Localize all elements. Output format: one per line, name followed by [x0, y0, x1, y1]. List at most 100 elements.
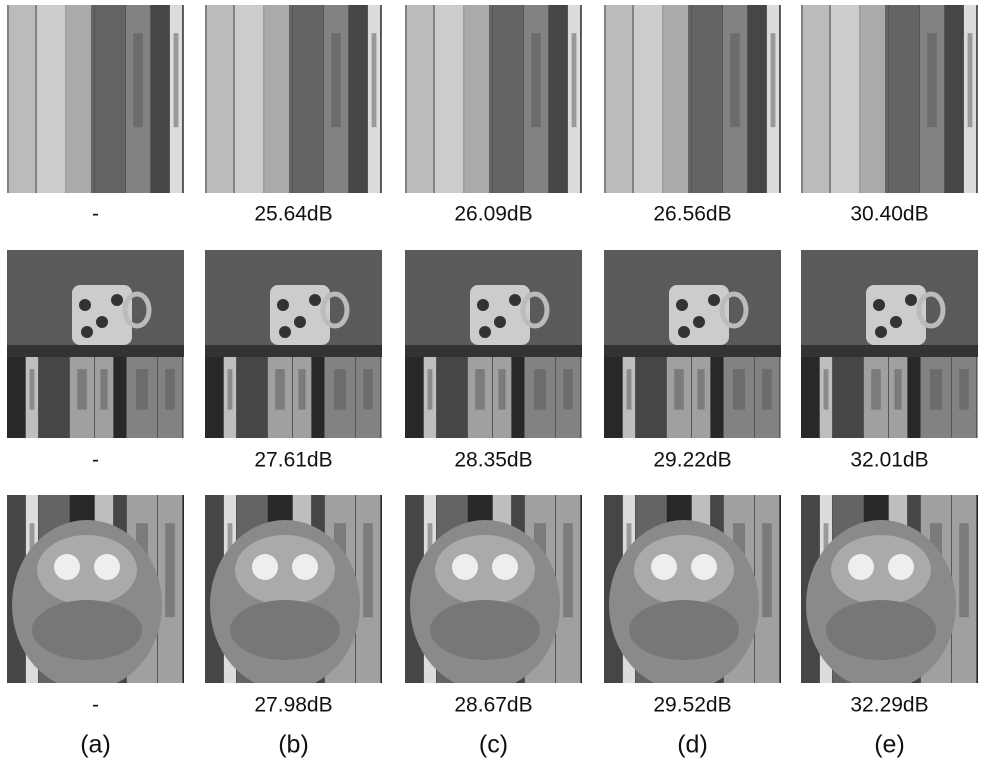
- book-light: [803, 5, 829, 193]
- book-light: [606, 5, 632, 193]
- book-spine: [780, 357, 781, 438]
- photo: [205, 495, 382, 690]
- book-light: [831, 5, 859, 193]
- book-text: [572, 33, 577, 127]
- photo: [7, 495, 184, 690]
- psnr-caption: 28.35dB: [454, 449, 532, 472]
- book-text: [77, 369, 87, 410]
- book-light: [407, 5, 433, 193]
- mug-dot: [873, 299, 885, 311]
- psnr-caption: -: [92, 449, 99, 472]
- book-text: [563, 523, 573, 617]
- book-spine: [381, 5, 382, 193]
- book-text: [100, 369, 107, 410]
- psnr-caption: 29.52dB: [653, 694, 731, 717]
- book-spine: [237, 357, 267, 438]
- book-spine: [780, 495, 781, 683]
- book-spine: [114, 357, 126, 438]
- photo: [405, 250, 594, 438]
- psnr-caption: 32.01dB: [850, 449, 928, 472]
- book-spine: [183, 5, 184, 193]
- book-text: [363, 523, 373, 617]
- photo: [604, 250, 793, 438]
- book-spine: [945, 5, 963, 193]
- book-light: [435, 5, 463, 193]
- book-spine: [977, 357, 978, 438]
- photo: [7, 5, 184, 193]
- book-text: [531, 33, 541, 127]
- book-spine: [581, 495, 582, 683]
- book-spine: [493, 5, 523, 193]
- mug-dot: [294, 316, 306, 328]
- column-label: (a): [80, 731, 111, 759]
- book-spine: [381, 357, 382, 438]
- book-spine: [7, 357, 25, 438]
- psnr-caption: -: [92, 203, 99, 226]
- book-text: [534, 369, 546, 410]
- book-spine: [205, 357, 223, 438]
- daruma-face: [235, 535, 335, 605]
- daruma-eye: [54, 554, 80, 580]
- book-spine: [889, 5, 919, 193]
- photo: [205, 5, 382, 193]
- book-text: [275, 369, 285, 410]
- book-spine: [780, 5, 781, 193]
- book-spine: [437, 357, 467, 438]
- book-text: [697, 369, 704, 410]
- book-text: [136, 369, 148, 410]
- book-spine: [711, 357, 723, 438]
- book-text: [894, 369, 901, 410]
- photo: [205, 250, 394, 438]
- column-label: (d): [677, 731, 708, 759]
- book-text: [627, 369, 632, 410]
- book-text: [733, 369, 745, 410]
- book-text: [762, 523, 772, 617]
- book-text: [674, 369, 684, 410]
- daruma-eye: [651, 554, 677, 580]
- book-text: [298, 369, 305, 410]
- book-spine: [293, 5, 323, 193]
- daruma-eye: [94, 554, 120, 580]
- book-spine: [512, 357, 524, 438]
- photo: [7, 250, 196, 438]
- psnr-caption: 28.67dB: [454, 694, 532, 717]
- mug-dot: [477, 299, 489, 311]
- book-text: [188, 369, 195, 410]
- book-light: [67, 5, 91, 193]
- book-text: [428, 369, 433, 410]
- book-spine: [977, 5, 978, 193]
- figure: -25.64dB26.09dB26.56dB30.40dB-27.61dB28.…: [0, 0, 985, 769]
- book-text: [730, 33, 740, 127]
- shelf: [604, 345, 781, 357]
- daruma-eye: [691, 554, 717, 580]
- book-text: [165, 369, 175, 410]
- psnr-caption: -: [92, 694, 99, 717]
- book-spine: [151, 5, 169, 193]
- book-text: [563, 369, 573, 410]
- mug-dot: [494, 316, 506, 328]
- book-light: [861, 5, 885, 193]
- mug-dot: [96, 316, 108, 328]
- mug-dot: [905, 294, 917, 306]
- psnr-caption: 26.09dB: [454, 203, 532, 226]
- book-text: [331, 33, 341, 127]
- book-spine: [692, 5, 722, 193]
- book-light: [37, 5, 65, 193]
- column-label: (e): [874, 731, 905, 759]
- mug-dot: [309, 294, 321, 306]
- book-spine: [801, 357, 819, 438]
- book-text: [165, 523, 175, 617]
- daruma-eye: [452, 554, 478, 580]
- book-spine: [833, 357, 863, 438]
- book-text: [959, 369, 969, 410]
- book-text: [133, 33, 143, 127]
- mug-dot: [279, 326, 291, 338]
- psnr-caption: 27.61dB: [254, 449, 332, 472]
- mug-dot: [875, 326, 887, 338]
- book-text: [372, 33, 377, 127]
- book-light: [207, 5, 233, 193]
- photo: [604, 495, 781, 690]
- mug-dot: [708, 294, 720, 306]
- book-spine: [381, 495, 382, 683]
- photo: [801, 5, 978, 193]
